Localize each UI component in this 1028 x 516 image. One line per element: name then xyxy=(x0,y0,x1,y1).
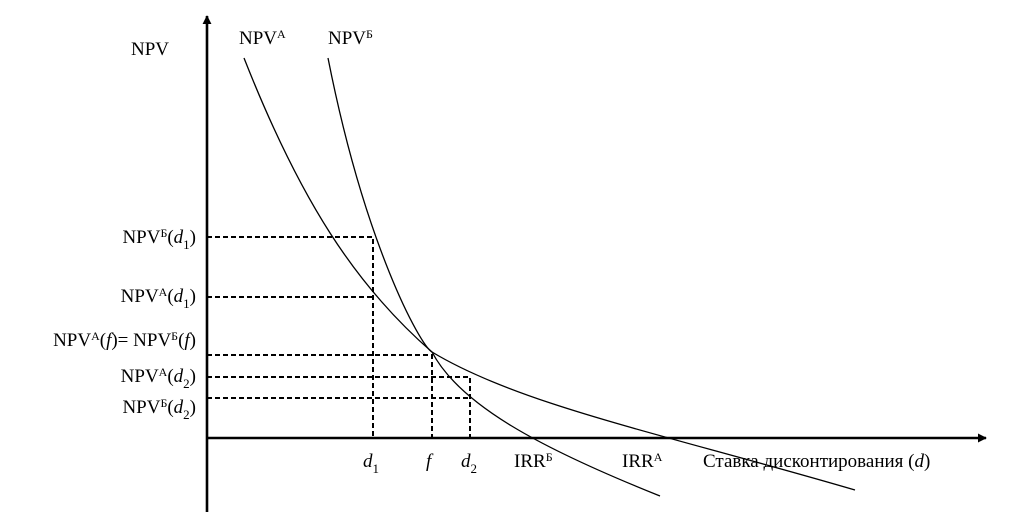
guide-intersection-f xyxy=(207,354,433,438)
guide-lines xyxy=(207,236,471,438)
series-label-npv-b: NPVБ xyxy=(328,27,373,49)
y-tick-npvb-d2: NPVБ(d2) xyxy=(122,396,196,422)
x-tick-f: f xyxy=(426,451,434,472)
guide-npva-d2 xyxy=(207,376,471,438)
x-tick-irr-a: IRRA xyxy=(622,450,663,472)
npv-a-curve xyxy=(243,57,856,491)
y-tick-npva-d1: NPVA(d1) xyxy=(121,285,196,311)
y-tick-intersection-f: NPVA(f)= NPVБ(f) xyxy=(53,329,196,351)
y-tick-npva-d2: NPVA(d2) xyxy=(121,365,196,391)
y-axis-label: NPV xyxy=(131,39,169,60)
x-tick-irr-b: IRRБ xyxy=(514,450,553,472)
y-tick-labels: NPVБ(d1) NPVA(d1) NPVA(f)= NPVБ(f) NPVA(d2)… xyxy=(53,226,196,422)
series-label-npv-a: NPVA xyxy=(239,27,286,49)
y-tick-npvb-d1: NPVБ(d1) xyxy=(122,226,196,252)
x-axis-label: Ставка дисконтирования (d) xyxy=(703,451,930,472)
npv-b-curve xyxy=(327,57,661,497)
x-tick-d1: d1 xyxy=(363,451,379,476)
x-tick-d2: d2 xyxy=(461,451,477,476)
guide-npvb-d1 xyxy=(207,236,374,438)
